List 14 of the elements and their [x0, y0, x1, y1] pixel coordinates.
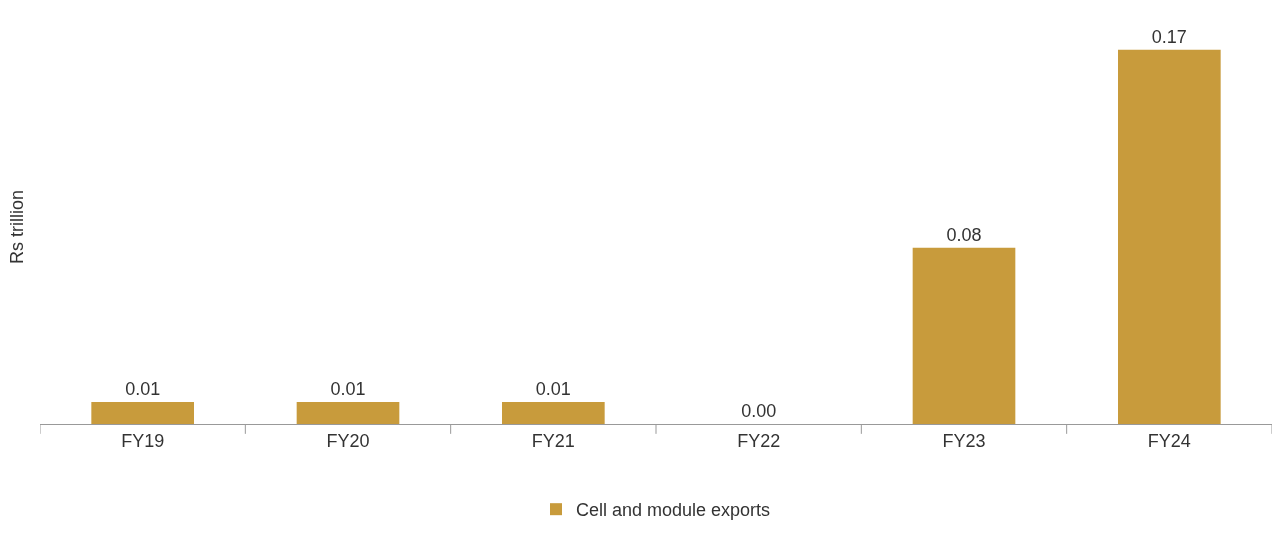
x-tick-label: FY21	[531, 430, 575, 451]
x-tick-label: FY23	[942, 430, 986, 451]
x-tick-label: FY24	[1147, 430, 1191, 451]
y-axis-title: Rs trillion	[7, 189, 28, 265]
x-tick-label: FY22	[737, 430, 781, 451]
legend-label: Cell and module exports	[576, 500, 771, 521]
data-label: 0.01	[125, 378, 161, 399]
data-label: 0.17	[1151, 26, 1187, 47]
data-label: 0.01	[330, 378, 366, 399]
data-label: 0.08	[946, 224, 982, 245]
x-tick-label: FY20	[326, 430, 370, 451]
x-tick-label: FY19	[121, 430, 165, 451]
data-label: 0.01	[535, 378, 571, 399]
data-label: 0.00	[741, 401, 777, 421]
